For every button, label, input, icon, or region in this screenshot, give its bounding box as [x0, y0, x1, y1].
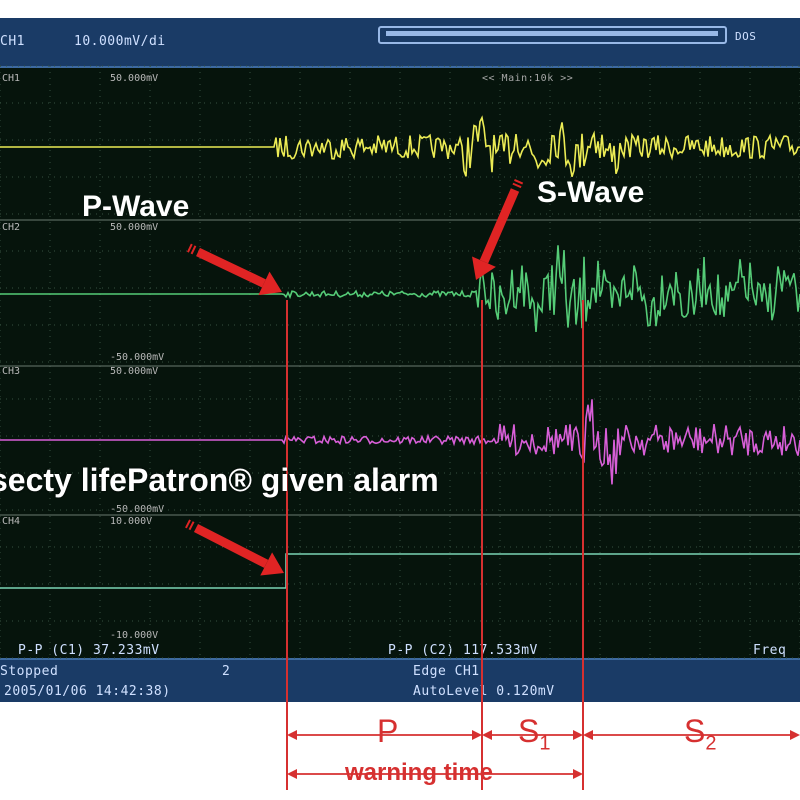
alarm-arrow-head [260, 552, 284, 576]
ch2-top-scale: 50.000mV [110, 222, 159, 233]
alarm-arrow [193, 523, 269, 568]
p-wave-label: P-Wave [82, 190, 190, 223]
ch1-label: CH1 [2, 73, 21, 84]
measurement-freq: Freq [753, 643, 787, 658]
s-wave-arrow-tail [512, 179, 524, 189]
interval-s2-arrow-right-head [790, 730, 800, 740]
alarm-arrow-tail [185, 519, 195, 531]
acquisition-datetime: 2005/01/06 14:42:38) [4, 684, 171, 699]
interval-p-arrow-right-head [472, 730, 482, 740]
s-wave-arrow [479, 188, 520, 264]
measurement-pp-c1: P-P (C1) 37.233mV [18, 643, 160, 658]
ch3-label: CH3 [2, 366, 21, 377]
ch3-waveform [0, 399, 800, 485]
warning-time-arrow-left-head [287, 769, 297, 779]
p-wave-arrow-tail [187, 243, 197, 255]
ch4-bottom-scale: -10.000V [110, 630, 159, 641]
timebase-label: << Main:10k >> [482, 73, 574, 84]
interval-s1-arrow-left-head [482, 730, 492, 740]
alarm-label: secty lifePatron® given alarm [0, 462, 439, 498]
warning-time-label: warning time [345, 759, 494, 786]
ch3-bottom-scale: -50.000mV [110, 504, 165, 515]
ch2-label: CH2 [2, 222, 21, 233]
warning-time-arrow-right-head [573, 769, 583, 779]
interval-s1-label: S1 [518, 713, 551, 755]
header-vertical-scale: 10.000mV/di [74, 34, 166, 49]
ch1-waveform [0, 115, 800, 178]
ch3-top-scale: 50.000mV [110, 366, 159, 377]
interval-s2-arrow-left-head [583, 730, 593, 740]
header-channel: CH1 [0, 34, 25, 49]
scrollbar-thumb[interactable] [386, 31, 718, 36]
p-wave-arrow [196, 247, 266, 288]
trigger-mode: Edge CH1 [413, 664, 480, 679]
interval-p-arrow-left-head [287, 730, 297, 740]
s-wave-label: S-Wave [537, 176, 645, 209]
ch2-bottom-scale: -50.000mV [110, 352, 165, 363]
interval-s1-arrow-right-head [573, 730, 583, 740]
horizontal-scrollbar[interactable] [378, 26, 727, 44]
scroll-end-label: DOS [735, 30, 757, 43]
acquisition-state: Stopped [0, 664, 59, 679]
ch4-label: CH4 [2, 516, 21, 527]
scope-status-bar [0, 658, 800, 702]
ch1-top-scale: 50.000mV [110, 73, 159, 84]
ch2-waveform [0, 245, 800, 333]
interval-s2-label: S2 [684, 713, 717, 755]
interval-p-label: P [377, 713, 399, 749]
acquisition-count: 2 [222, 664, 231, 679]
s-wave-arrow-head [472, 256, 496, 280]
p-wave-arrow-head [258, 271, 282, 296]
trigger-level: AutoLevel 0.120mV [413, 684, 555, 699]
ch4-top-scale: 10.000V [110, 516, 153, 527]
